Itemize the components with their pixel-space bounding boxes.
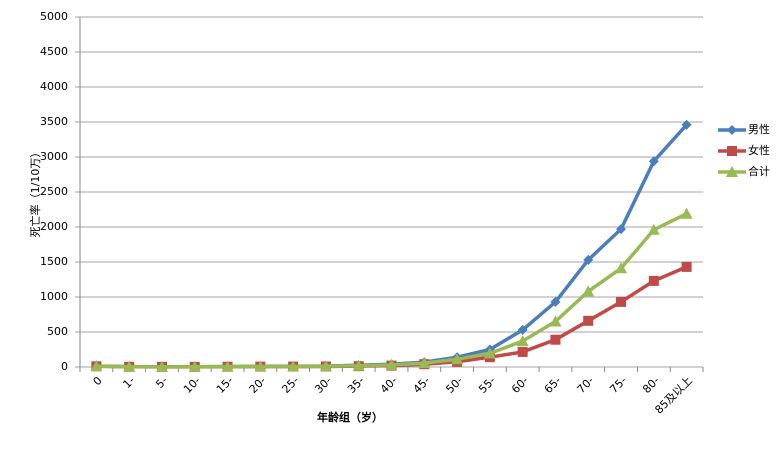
y-tick-label: 2000 <box>40 220 68 233</box>
x-tick-label: 5- <box>153 374 170 391</box>
marker <box>483 347 496 359</box>
x-tick-label: 1- <box>120 374 137 391</box>
legend-label: 女性 <box>748 143 770 157</box>
marker <box>90 360 103 372</box>
marker <box>451 353 464 365</box>
marker <box>648 156 659 167</box>
x-tick-label: 10- <box>181 374 203 396</box>
y-tick-label: 3500 <box>40 115 68 128</box>
x-tick-label: 20- <box>247 374 269 396</box>
x-tick-label: 40- <box>378 374 400 396</box>
marker <box>221 360 234 372</box>
marker <box>647 223 660 235</box>
marker <box>582 285 595 297</box>
y-tick-label: 3000 <box>40 150 68 163</box>
y-tick-label: 500 <box>47 325 68 338</box>
marker <box>385 358 398 370</box>
marker <box>319 360 332 372</box>
marker <box>254 360 267 372</box>
marker <box>583 315 594 326</box>
marker <box>352 359 365 371</box>
marker <box>681 119 692 130</box>
marker <box>418 357 431 369</box>
marker <box>550 334 561 345</box>
x-tick-label: 75- <box>607 374 629 396</box>
series-line <box>96 265 688 369</box>
marker <box>549 315 562 327</box>
x-tick-label: 60- <box>509 374 531 396</box>
marker <box>615 262 628 274</box>
marker <box>616 224 627 235</box>
marker <box>517 346 528 357</box>
x-tick-label: 80- <box>640 374 662 396</box>
y-tick-label: 1000 <box>40 290 68 303</box>
series-line <box>96 212 688 369</box>
x-tick-label: 35- <box>345 374 367 396</box>
x-tick-label: 15- <box>214 374 236 396</box>
x-tick-label: 65- <box>542 374 564 396</box>
y-tick-label: 4000 <box>40 80 68 93</box>
marker <box>583 254 594 265</box>
marker <box>680 207 693 219</box>
marker <box>517 324 528 335</box>
marker <box>123 360 136 372</box>
marker <box>616 296 627 307</box>
marker <box>287 360 300 372</box>
x-tick-label: 0 <box>90 374 104 388</box>
y-tick-label: 1500 <box>40 255 68 268</box>
y-tick-label: 2500 <box>40 185 68 198</box>
y-tick-label: 5000 <box>40 10 68 23</box>
marker <box>188 360 201 372</box>
legend-label: 合计 <box>748 164 770 178</box>
marker <box>550 296 561 307</box>
series-line <box>96 123 688 369</box>
marker <box>681 261 692 272</box>
x-tick-label: 30- <box>312 374 334 396</box>
x-tick-label: 25- <box>279 374 301 396</box>
y-axis-title: 死亡率（1/10万） <box>28 147 42 238</box>
marker <box>648 275 659 286</box>
marker <box>727 146 737 156</box>
legend-label: 男性 <box>748 122 770 136</box>
y-tick-label: 0 <box>61 360 68 373</box>
marker <box>155 360 168 372</box>
x-tick-label: 45- <box>411 374 433 396</box>
marker <box>516 335 529 347</box>
x-axis-title: 年龄组（岁） <box>317 410 383 424</box>
x-tick-label: 50- <box>443 374 465 396</box>
marker <box>727 125 737 135</box>
x-tick-label: 70- <box>575 374 597 396</box>
x-tick-label: 55- <box>476 374 498 396</box>
marker <box>726 166 738 177</box>
y-tick-label: 4500 <box>40 45 68 58</box>
